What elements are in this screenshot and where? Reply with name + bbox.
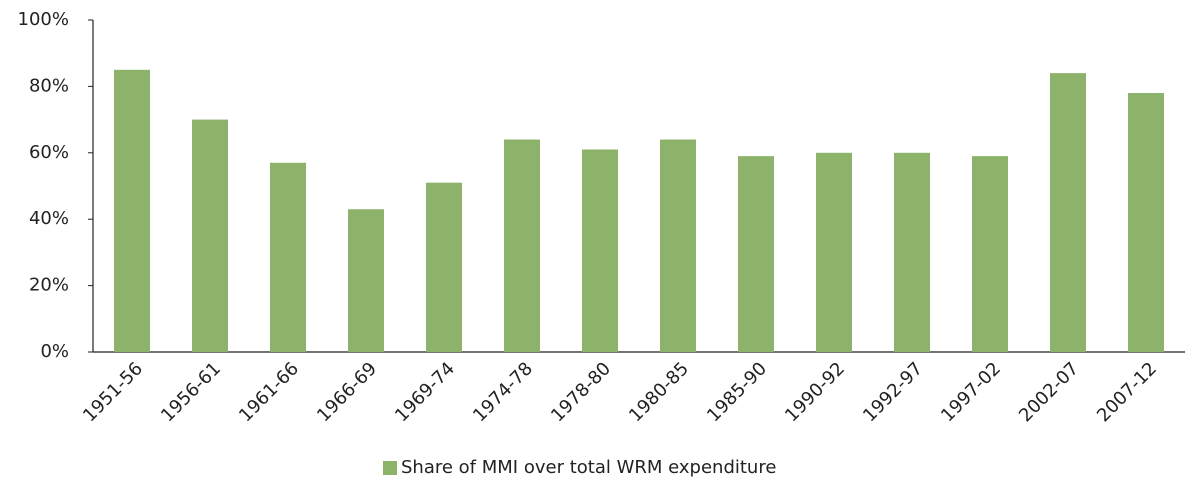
- bar: [192, 119, 228, 352]
- bar: [582, 149, 618, 352]
- bar: [114, 69, 150, 353]
- legend-swatch: [383, 461, 397, 475]
- x-tick-label: 1997-02: [937, 358, 1005, 426]
- bar: [816, 152, 852, 352]
- x-tick-label: 1961-66: [235, 358, 303, 426]
- bar: [1050, 73, 1086, 353]
- x-tick-label: 1985-90: [703, 358, 771, 426]
- x-tick-label: 1990-92: [781, 358, 849, 426]
- x-tick-label: 2002-07: [1015, 358, 1083, 426]
- bar: [348, 209, 384, 352]
- bar: [270, 162, 306, 352]
- x-tick-label: 1951-56: [79, 358, 147, 426]
- bar: [972, 156, 1008, 352]
- y-tick-label: 80%: [29, 75, 69, 96]
- x-tick-label: 1969-74: [391, 358, 459, 426]
- x-tick-label: 1992-97: [859, 358, 927, 426]
- x-tick-label: 1980-85: [625, 358, 693, 426]
- y-tick-label: 0%: [40, 341, 69, 362]
- x-tick-label: 1978-80: [547, 358, 615, 426]
- bar: [1128, 93, 1164, 352]
- bar: [738, 156, 774, 352]
- y-tick-label: 100%: [18, 9, 69, 30]
- bar: [894, 152, 930, 352]
- bar: [504, 139, 540, 352]
- bar: [660, 139, 696, 352]
- y-tick-label: 40%: [29, 208, 69, 229]
- y-tick-label: 20%: [29, 275, 69, 296]
- x-tick-label: 1966-69: [313, 358, 381, 426]
- legend-label: Share of MMI over total WRM expenditure: [401, 457, 776, 478]
- x-tick-label: 1956-61: [157, 358, 225, 426]
- bar: [426, 182, 462, 352]
- x-tick-label: 1974-78: [469, 358, 537, 426]
- x-tick-label: 2007-12: [1093, 358, 1161, 426]
- y-tick-label: 60%: [29, 142, 69, 163]
